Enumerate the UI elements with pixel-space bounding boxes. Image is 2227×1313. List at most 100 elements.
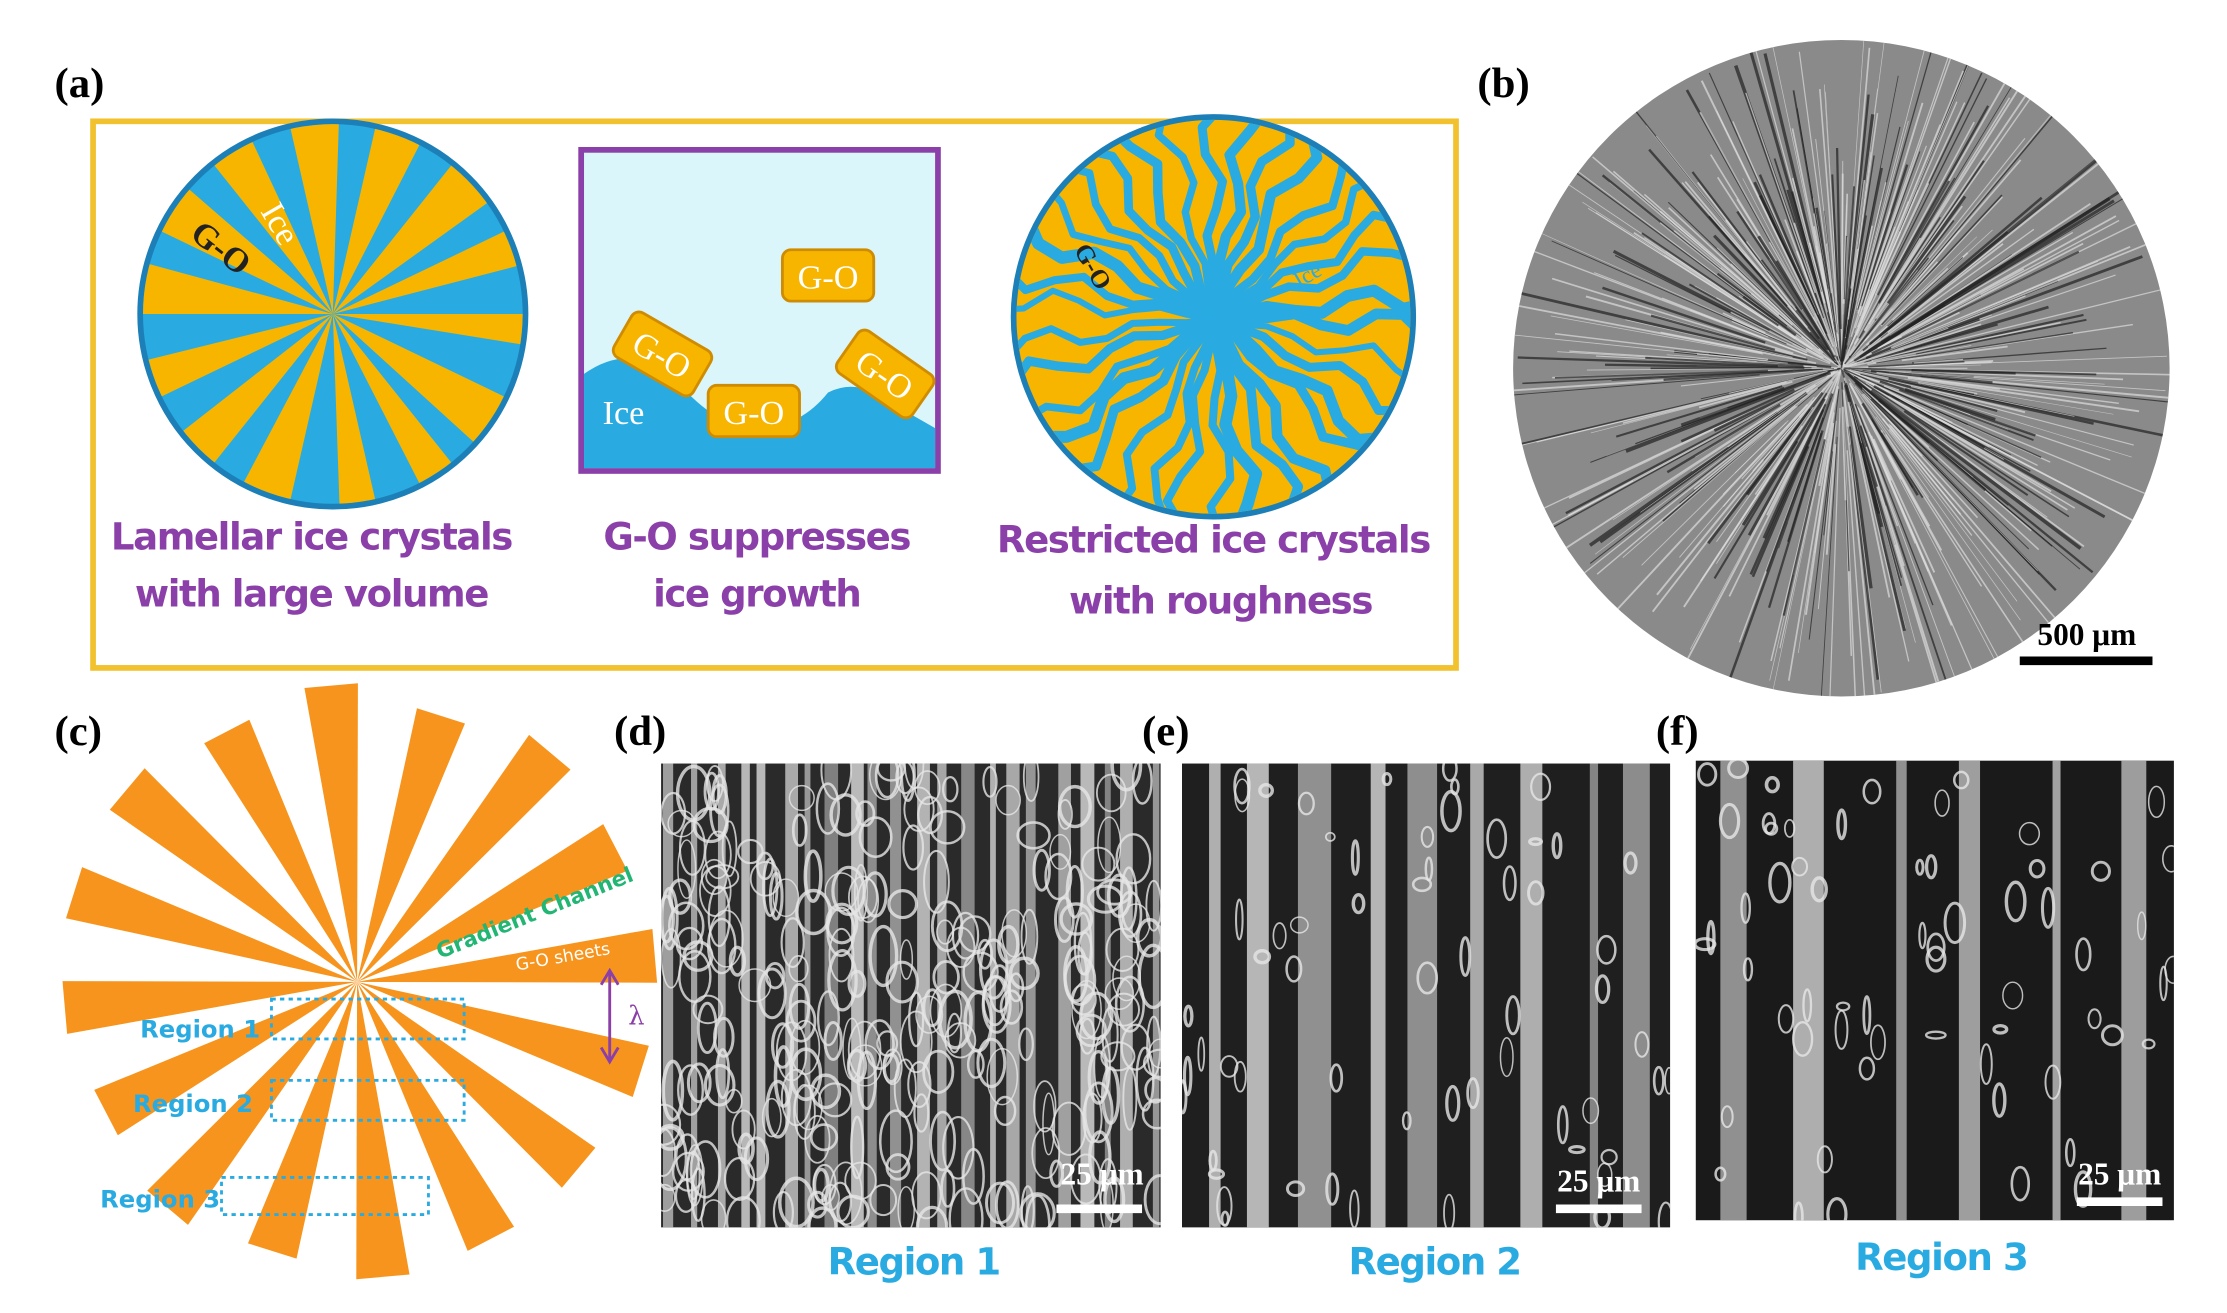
sem-pore [2100,1024,2124,1047]
sem-streak [1713,234,1840,367]
sem-streak [1872,345,1972,364]
sem-streak [1582,201,1794,338]
sem-pore [1350,839,1360,876]
sem-streak [1842,382,1882,693]
sem-wall [890,763,902,1228]
sem-streak [1698,380,1793,409]
sem-pore [1018,1027,1034,1062]
sem-pore [993,1095,1017,1127]
sem-streak [1741,391,1828,526]
sem-streak [1880,261,1939,326]
scale-bar-label: 25 μm [2078,1157,2161,1192]
sem-pore [1103,1176,1126,1224]
sem-streak [1643,193,1793,326]
sem-wall [756,763,766,1228]
arrow-heads [599,967,620,1065]
sem-pore [1740,892,1751,924]
ice-channel [1016,287,1214,320]
sem-streak [1592,156,1780,316]
sem-streak [1849,405,1910,662]
sem-streak [1825,444,1837,555]
sem-wall [1958,760,1981,1221]
sem-streak [1823,84,1838,299]
sem-pore [1943,901,1967,945]
sem-pore [847,969,867,998]
sem-streak [1844,75,1899,350]
sem-streak [1878,177,1956,305]
go-sheet [204,719,358,982]
channels [1016,119,1411,514]
sem-pore [1664,1066,1671,1095]
sem-streak [1736,210,1804,310]
sem-streak [1903,410,2029,497]
sem-streak [1708,72,1830,341]
sem-pore [1528,837,1544,847]
ice-channel [1211,312,1410,416]
sem-pore [1285,955,1303,983]
yellow-wedge [143,313,333,407]
sem-streak [1889,203,2091,337]
sem-pore [1792,1020,1814,1057]
sem-streak [1876,371,2119,405]
sem-pore [915,1205,949,1228]
ice-channel [1020,313,1216,424]
sem-pore [1742,957,1754,982]
sem-streak [1742,178,1818,322]
sem-streak [1884,434,2039,666]
sem-wall [717,763,726,1228]
sem-pore [1104,977,1135,1011]
sem-streak [1684,181,1809,329]
sem-pore [869,1183,898,1217]
sem-streak [1734,420,1789,474]
sem-streak [1567,372,1833,517]
go-sheet [357,708,465,982]
sem-pore [915,995,944,1034]
sem-wall [1209,763,1221,1228]
go-sheet [357,981,515,1251]
sem-streak [1604,363,1805,369]
sem-pore [793,1084,816,1140]
sem-pore [1441,763,1458,782]
sem-streak [1844,323,1982,369]
sem-pore [1870,1024,1886,1061]
sem-pore [785,999,817,1043]
sem-streak [1920,382,1975,397]
sem-pore [1207,1168,1226,1180]
sem-streak [1840,368,1899,527]
sem-streak [1848,124,1941,350]
sem-pore [1329,1063,1344,1093]
sem-pore [1791,856,1809,877]
sem-pore [1466,1077,1480,1109]
sem-streak [1878,180,1950,304]
sem-pore [1219,1055,1239,1078]
sem-streak [1859,425,1954,697]
sem-pore [1793,1201,1804,1221]
sem-streak [1843,368,2042,458]
sem-streak [1840,186,1855,365]
sem-pore [1445,1084,1461,1122]
sem-streak [1877,78,1988,296]
sem-pore [829,793,862,837]
sem-streak [1849,274,2116,366]
sem-pore [2136,911,2147,941]
sem-pore [1049,833,1072,870]
sem-pore [757,967,787,1020]
sem-pore [857,878,880,924]
sem-pore [2010,1165,2031,1202]
sem-pore [661,791,687,835]
sem-streak [1904,387,1996,421]
sem-streak [1791,128,1838,348]
yellow-wedge [199,124,333,314]
go-tile [611,310,714,398]
sem-streak [1887,382,2132,458]
sem-streak [1875,416,2021,621]
sem-pore [1858,1056,1876,1081]
sem-pore [932,960,960,995]
sem-pore [1764,821,1779,836]
sem-streak [1831,174,1843,362]
sem-pore [946,926,976,969]
go-tile-label: G-O [723,394,784,432]
sem-streak [1844,257,1930,365]
sem-streak [1842,204,1847,315]
sem-streak [1814,431,1833,553]
